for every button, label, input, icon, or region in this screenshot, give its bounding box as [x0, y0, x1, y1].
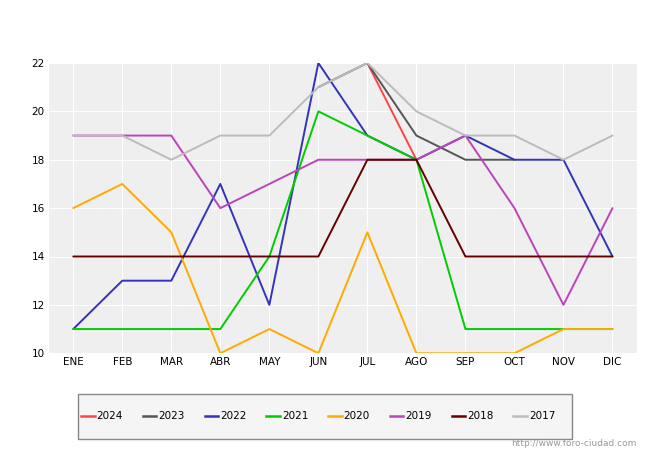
- FancyBboxPatch shape: [78, 394, 572, 439]
- Text: 2020: 2020: [343, 411, 370, 421]
- Text: 2022: 2022: [220, 411, 246, 421]
- Text: 2024: 2024: [97, 411, 123, 421]
- Text: http://www.foro-ciudad.com: http://www.foro-ciudad.com: [512, 439, 637, 448]
- Text: 2018: 2018: [467, 411, 493, 421]
- Text: 2017: 2017: [529, 411, 555, 421]
- Text: Afiliados en Camarillas a 31/8/2024: Afiliados en Camarillas a 31/8/2024: [190, 20, 460, 35]
- Text: 2019: 2019: [406, 411, 432, 421]
- Text: 2021: 2021: [281, 411, 308, 421]
- Text: 2023: 2023: [159, 411, 185, 421]
